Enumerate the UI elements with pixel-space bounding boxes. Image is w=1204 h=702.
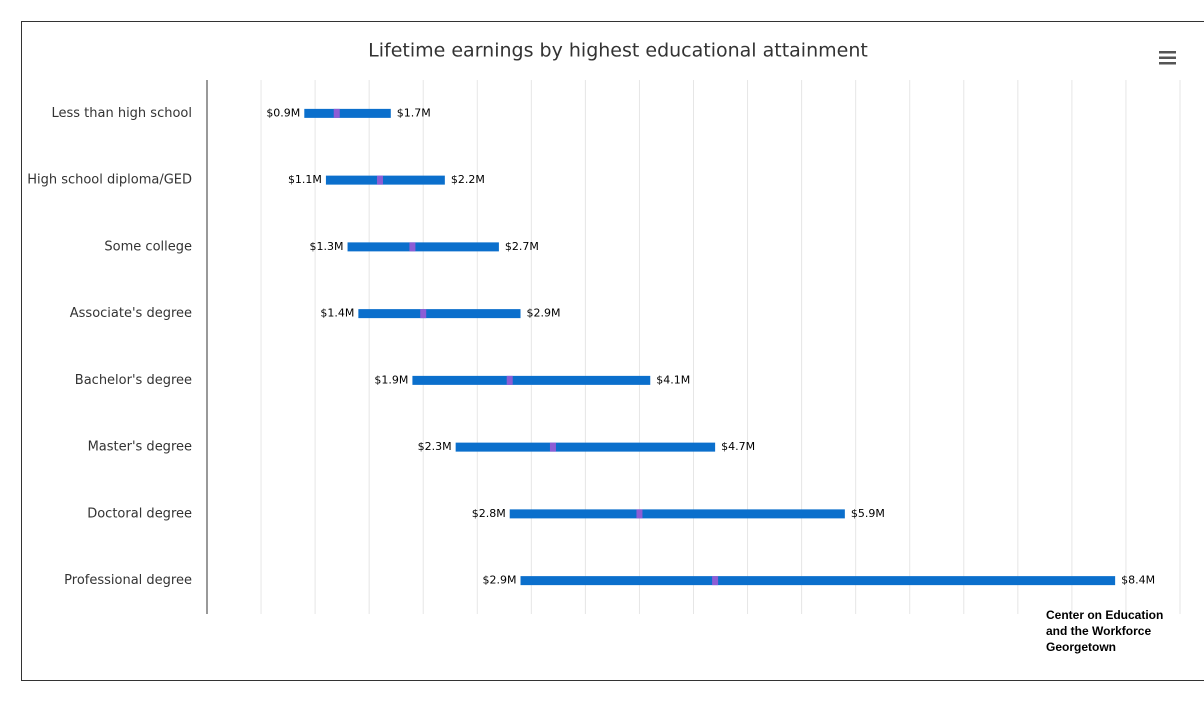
category-label: Doctoral degree	[87, 506, 192, 521]
category-label: Some college	[104, 239, 192, 254]
range-bar	[509, 509, 845, 519]
range-bar	[325, 175, 445, 185]
high-label: $8.4M	[1121, 574, 1155, 587]
median-marker	[420, 309, 427, 319]
median-marker	[409, 242, 416, 252]
menu-icon-bar	[1159, 56, 1176, 59]
chart-title: Lifetime earnings by highest educational…	[368, 40, 868, 62]
menu-icon-bar	[1159, 62, 1176, 65]
credits: Georgetown	[1046, 640, 1116, 654]
low-label: $1.3M	[310, 240, 344, 253]
credits: and the Workforce	[1046, 624, 1151, 638]
median-marker	[549, 442, 556, 452]
category-label: Master's degree	[88, 440, 192, 455]
range-bar	[358, 309, 521, 319]
menu-button[interactable]	[1159, 51, 1176, 65]
credits: Center on Education	[1046, 608, 1163, 622]
high-label: $2.9M	[527, 307, 561, 320]
low-label: $1.9M	[374, 373, 408, 386]
low-label: $2.9M	[483, 574, 517, 587]
low-label: $2.3M	[418, 440, 452, 453]
category-label: High school diploma/GED	[27, 173, 192, 188]
median-marker	[376, 175, 383, 185]
range-bar	[347, 242, 499, 252]
high-label: $1.7M	[397, 106, 431, 119]
range-bar	[455, 442, 716, 452]
median-marker	[636, 509, 643, 519]
high-label: $5.9M	[851, 507, 885, 520]
range-bar	[304, 108, 391, 118]
category-label: Associate's degree	[70, 306, 192, 321]
low-label: $1.1M	[288, 173, 322, 186]
low-label: $0.9M	[266, 106, 300, 119]
high-label: $2.7M	[505, 240, 539, 253]
high-label: $4.7M	[721, 440, 755, 453]
category-label: Bachelor's degree	[75, 373, 192, 388]
chart-frame	[21, 21, 1204, 681]
high-label: $2.2M	[451, 173, 485, 186]
median-marker	[506, 375, 513, 385]
range-bar	[412, 375, 651, 385]
median-marker	[712, 576, 719, 586]
low-label: $2.8M	[472, 507, 506, 520]
median-marker	[333, 108, 340, 118]
category-label: Professional degree	[64, 573, 192, 588]
category-label: Less than high school	[51, 106, 192, 121]
menu-icon-bar	[1159, 51, 1176, 54]
range-bar	[520, 576, 1116, 586]
plot: Less than high school $0.9M $1.7M High scho…	[27, 80, 1181, 614]
high-label: $4.1M	[656, 373, 690, 386]
low-label: $1.4M	[320, 307, 354, 320]
